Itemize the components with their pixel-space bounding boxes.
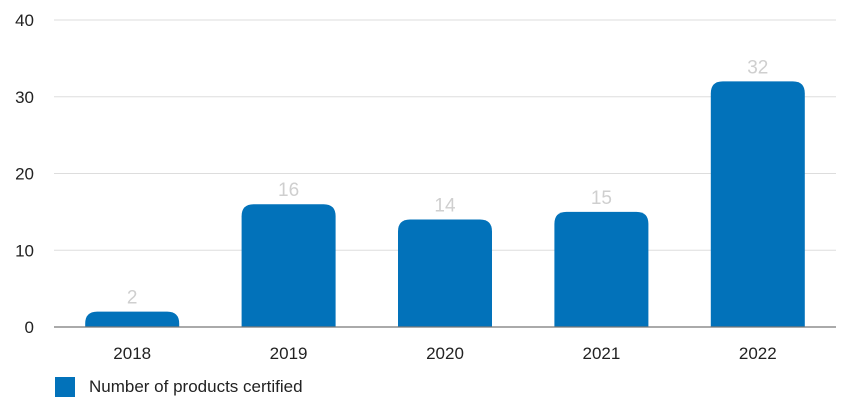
legend: Number of products certified bbox=[55, 376, 303, 398]
x-axis-ticks: 2018 2019 2020 2021 2022 bbox=[113, 344, 776, 363]
bar-2021 bbox=[554, 211, 649, 327]
bar-2022 bbox=[710, 81, 805, 328]
bar-2020 bbox=[398, 219, 492, 327]
y-tick-label: 40 bbox=[15, 11, 34, 30]
data-label: 32 bbox=[747, 57, 768, 78]
x-tick-label: 2019 bbox=[270, 344, 308, 363]
x-tick-label: 2018 bbox=[113, 344, 151, 363]
legend-label: Number of products certified bbox=[89, 377, 303, 396]
bar-2018 bbox=[85, 311, 180, 327]
x-tick-label: 2021 bbox=[582, 344, 620, 363]
bars bbox=[85, 81, 805, 328]
data-labels: 2 16 14 15 32 bbox=[127, 57, 768, 308]
y-tick-label: 0 bbox=[25, 318, 34, 337]
data-label: 14 bbox=[434, 196, 456, 217]
y-axis-ticks: 0 10 20 30 40 bbox=[15, 11, 34, 337]
x-tick-label: 2022 bbox=[739, 344, 777, 363]
legend-swatch bbox=[55, 377, 75, 397]
y-tick-label: 20 bbox=[15, 165, 34, 184]
data-label: 15 bbox=[591, 188, 612, 209]
data-label: 16 bbox=[278, 180, 299, 201]
y-tick-label: 30 bbox=[15, 88, 34, 107]
data-label: 2 bbox=[127, 288, 138, 309]
bar-2019 bbox=[241, 204, 336, 327]
y-tick-label: 10 bbox=[15, 241, 34, 260]
x-tick-label: 2020 bbox=[426, 344, 464, 363]
